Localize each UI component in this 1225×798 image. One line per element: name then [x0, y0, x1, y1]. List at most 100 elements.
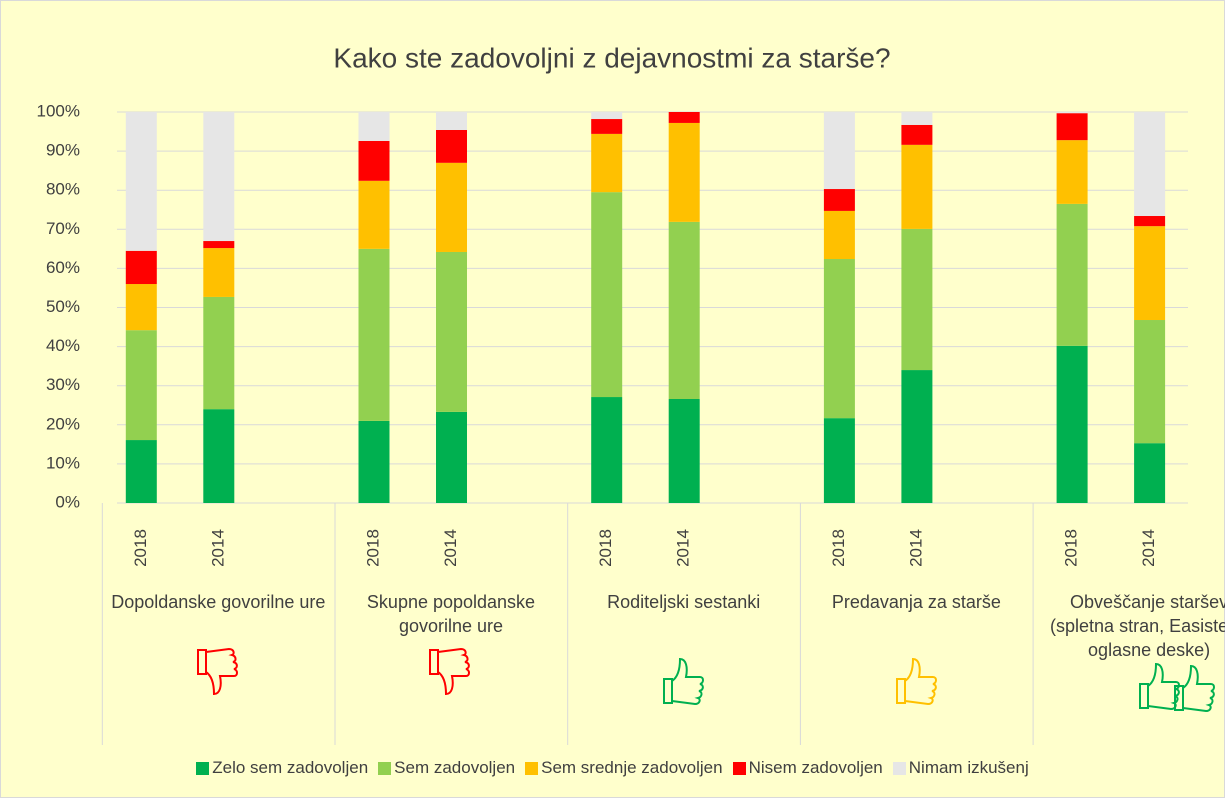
legend-swatch — [196, 761, 210, 775]
legend-swatch — [892, 761, 906, 775]
bar-segment — [1056, 113, 1088, 141]
y-tick-label: 80% — [46, 180, 80, 199]
x-tick-label: 2018 — [131, 529, 150, 567]
bar-segment — [901, 228, 933, 371]
y-tick-label: 10% — [46, 453, 80, 472]
legend-swatch — [378, 761, 392, 775]
bar-segment — [203, 409, 235, 503]
x-tick-label: 2018 — [829, 529, 848, 567]
x-tick-label: 2014 — [674, 529, 693, 567]
bar-segment — [436, 162, 467, 252]
y-tick-label: 30% — [46, 375, 80, 394]
x-tick-label: 2014 — [441, 529, 460, 567]
bar-segment — [203, 296, 235, 410]
thumb-icon — [429, 647, 470, 696]
legend-label: Nimam izkušenj — [908, 758, 1029, 777]
group-label: Obveščanje staršev (spletna stran, Easis… — [1050, 592, 1225, 660]
bar-segment — [125, 440, 157, 503]
bar-segment — [901, 112, 933, 125]
legend-label: Sem srednje zadovoljen — [541, 758, 723, 777]
y-tick-label: 100% — [37, 101, 80, 120]
group-label: Predavanja za starše — [831, 592, 1001, 612]
legend-item: Nimam izkušenj — [892, 758, 1029, 778]
bar-segment — [591, 133, 623, 193]
legend-item: Sem zadovoljen — [378, 758, 515, 778]
legend-label: Sem zadovoljen — [394, 758, 516, 777]
bar-segment — [358, 180, 390, 249]
bar-segment — [1134, 443, 1166, 503]
bar-segment — [1056, 203, 1088, 346]
bar-segment — [1056, 345, 1088, 503]
legend-label: Nisem zadovoljen — [748, 758, 883, 777]
y-tick-label: 60% — [46, 258, 80, 277]
thumb-icon — [663, 657, 704, 706]
legend-item: Sem srednje zadovoljen — [525, 758, 723, 778]
bar-segment — [823, 210, 855, 260]
bar-segment — [436, 112, 467, 130]
y-tick-label: 70% — [46, 219, 80, 238]
bar-segment — [1134, 226, 1166, 321]
bar-segment — [358, 420, 390, 503]
legend-item: Zelo sem zadovoljen — [196, 758, 368, 778]
bar-segment — [125, 284, 157, 331]
thumb-icon — [197, 647, 238, 696]
bar-segment — [1056, 112, 1088, 114]
bar-segment — [436, 129, 467, 163]
bar-segment — [1134, 112, 1166, 217]
bar-segment — [125, 250, 157, 285]
y-tick-label: 20% — [46, 414, 80, 433]
legend-label: Zelo sem zadovoljen — [212, 758, 369, 777]
bar-segment — [1056, 140, 1088, 204]
bar-segment — [668, 122, 700, 222]
bar-segment — [901, 144, 933, 229]
y-tick-label: 0% — [55, 492, 80, 511]
legend-item: Nisem zadovoljen — [732, 758, 883, 778]
bar-segment — [591, 119, 623, 134]
bar-segment — [358, 112, 390, 141]
bar-segment — [591, 397, 623, 503]
x-tick-label: 2018 — [363, 529, 382, 567]
group-label: Roditeljski sestanki — [607, 592, 761, 612]
legend-swatch — [525, 761, 539, 775]
bar-segment — [591, 112, 623, 120]
legend: Zelo sem zadovoljen Sem zadovoljen Sem sre… — [0, 758, 1225, 778]
bar-segment — [591, 192, 623, 398]
bar-segment — [358, 248, 390, 421]
thumb-icon — [896, 657, 937, 706]
group-label: Dopoldanske govorilne ure — [111, 592, 326, 612]
bar-segment — [901, 124, 933, 145]
chart-title: Kako ste zadovoljni z dejavnostmi za sta… — [333, 42, 890, 73]
bar-segment — [358, 140, 390, 181]
x-tick-label: 2014 — [208, 529, 227, 567]
bar-segment — [1134, 216, 1166, 227]
x-tick-label: 2014 — [906, 529, 925, 567]
bar-segment — [668, 221, 700, 399]
bar-segment — [203, 248, 235, 297]
bar-segment — [203, 241, 235, 249]
bar-segment — [125, 330, 157, 441]
legend-swatch — [732, 761, 746, 775]
bar-segment — [668, 112, 700, 123]
group-label: Skupne popoldanske govorilne ure — [366, 592, 536, 636]
bar-segment — [436, 251, 467, 412]
x-tick-label: 2018 — [1062, 529, 1081, 567]
bar-segment — [901, 370, 933, 503]
y-tick-label: 50% — [46, 297, 80, 316]
y-tick-label: 90% — [46, 141, 80, 160]
bar-segment — [823, 418, 855, 503]
bar-segment — [125, 112, 157, 251]
bar-segment — [823, 112, 855, 190]
bar-segment — [1134, 320, 1166, 444]
bar-segment — [668, 398, 700, 503]
bar-segment — [203, 112, 235, 242]
bar-segment — [436, 411, 467, 503]
y-tick-label: 40% — [46, 336, 80, 355]
x-tick-label: 2014 — [1139, 529, 1158, 567]
bar-segment — [823, 259, 855, 419]
thumb-icon — [1174, 664, 1215, 713]
x-tick-label: 2018 — [596, 529, 615, 567]
thumb-icon — [1139, 662, 1180, 711]
bar-segment — [823, 189, 855, 211]
